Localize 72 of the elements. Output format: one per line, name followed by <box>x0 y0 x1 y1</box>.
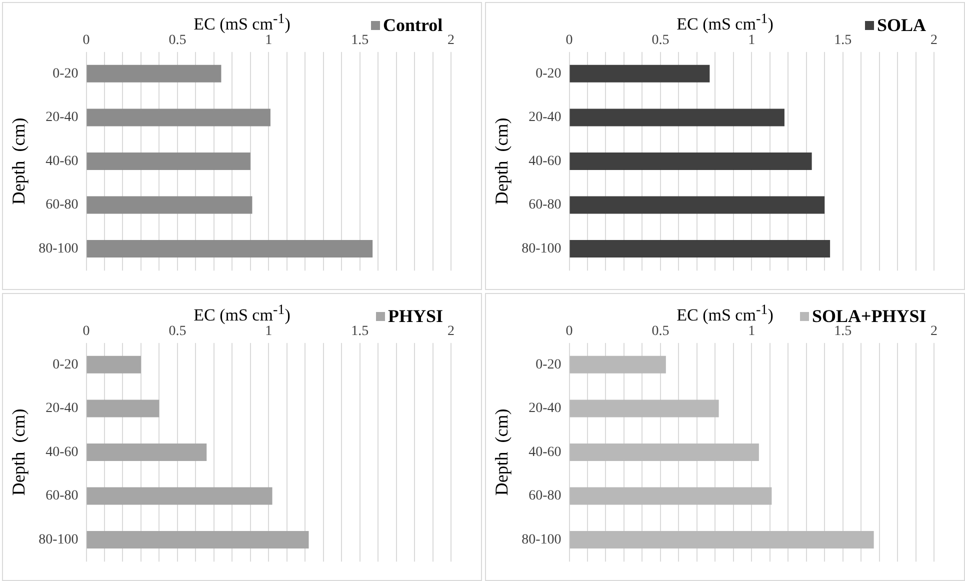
bar <box>570 240 830 258</box>
y-tick-label: 60-80 <box>528 488 562 504</box>
y-axis-title: Depth (cm) <box>492 118 512 205</box>
bar <box>86 64 222 82</box>
y-tick-label: 60-80 <box>46 488 78 504</box>
y-axis-title: Depth (cm) <box>8 408 29 496</box>
bar <box>570 530 874 548</box>
x-tick-label: 0 <box>82 33 90 48</box>
x-tick-label: 1.5 <box>351 324 369 340</box>
y-tick-label: 80-100 <box>522 241 562 256</box>
y-tick-label: 20-40 <box>46 110 78 126</box>
x-axis-title: EC (mS cm$^{-1}$) <box>676 11 774 34</box>
bar <box>86 487 272 505</box>
bar <box>86 443 207 461</box>
bar <box>86 530 309 548</box>
legend-label: Control <box>383 15 443 36</box>
x-tick-label: 0 <box>566 33 573 48</box>
bar <box>86 152 250 170</box>
x-tick-label: 1 <box>748 33 756 48</box>
y-tick-label: 60-80 <box>46 198 78 213</box>
bar <box>86 108 270 126</box>
x-tick-label: 2 <box>930 324 938 340</box>
y-tick-label: 0-20 <box>52 357 78 372</box>
x-tick-label: 1 <box>748 324 756 340</box>
bar <box>570 400 719 418</box>
x-axis-title: EC (mS cm$^{-1}$) <box>676 302 774 325</box>
y-tick-label: 20-40 <box>528 110 562 126</box>
y-tick-label: 40-60 <box>46 154 78 169</box>
bar <box>86 196 252 214</box>
bar <box>570 108 784 126</box>
x-tick-label: 0.5 <box>652 324 670 340</box>
y-tick-label: 0-20 <box>52 66 78 82</box>
bar <box>86 356 141 374</box>
x-tick-label: 1.5 <box>834 33 852 48</box>
bar <box>86 240 373 258</box>
bar <box>570 64 710 82</box>
legend-label: SOLA <box>877 15 926 36</box>
bar <box>86 400 160 418</box>
y-tick-label: 60-80 <box>528 198 562 213</box>
bar <box>570 443 759 461</box>
bar <box>570 356 666 374</box>
y-tick-label: 20-40 <box>528 401 562 416</box>
x-tick-label: 1 <box>265 324 272 340</box>
x-tick-label: 1.5 <box>351 33 369 48</box>
x-tick-label: 1.5 <box>834 324 852 340</box>
x-tick-label: 0.5 <box>652 33 670 48</box>
x-tick-label: 2 <box>930 33 938 48</box>
y-tick-label: 40-60 <box>528 154 562 169</box>
x-tick-label: 0 <box>566 324 573 340</box>
y-tick-label: 80-100 <box>38 532 78 548</box>
x-tick-label: 0.5 <box>168 33 186 48</box>
bar <box>570 196 825 214</box>
bar <box>570 487 772 505</box>
x-axis-title: EC (mS cm$^{-1}$) <box>194 302 290 325</box>
legend-label: PHYSI <box>388 306 444 327</box>
x-tick-label: 0.5 <box>168 324 186 340</box>
y-tick-label: 80-100 <box>522 532 562 548</box>
legend-label: SOLA+PHYSI <box>812 306 926 326</box>
y-tick-label: 20-40 <box>46 401 78 416</box>
y-tick-label: 40-60 <box>528 444 562 460</box>
y-axis-title: Depth (cm) <box>492 408 512 496</box>
bar <box>570 152 812 170</box>
y-tick-label: 0-20 <box>536 357 562 372</box>
y-axis-title: Depth (cm) <box>8 118 29 205</box>
x-tick-label: 0 <box>82 324 90 340</box>
x-tick-label: 2 <box>448 33 454 48</box>
x-axis-title: EC (mS cm$^{-1}$) <box>194 11 290 34</box>
x-tick-label: 1 <box>265 33 272 48</box>
x-tick-label: 2 <box>448 324 454 340</box>
y-tick-label: 80-100 <box>38 241 78 256</box>
y-tick-label: 0-20 <box>536 66 562 82</box>
y-tick-label: 40-60 <box>46 444 78 460</box>
